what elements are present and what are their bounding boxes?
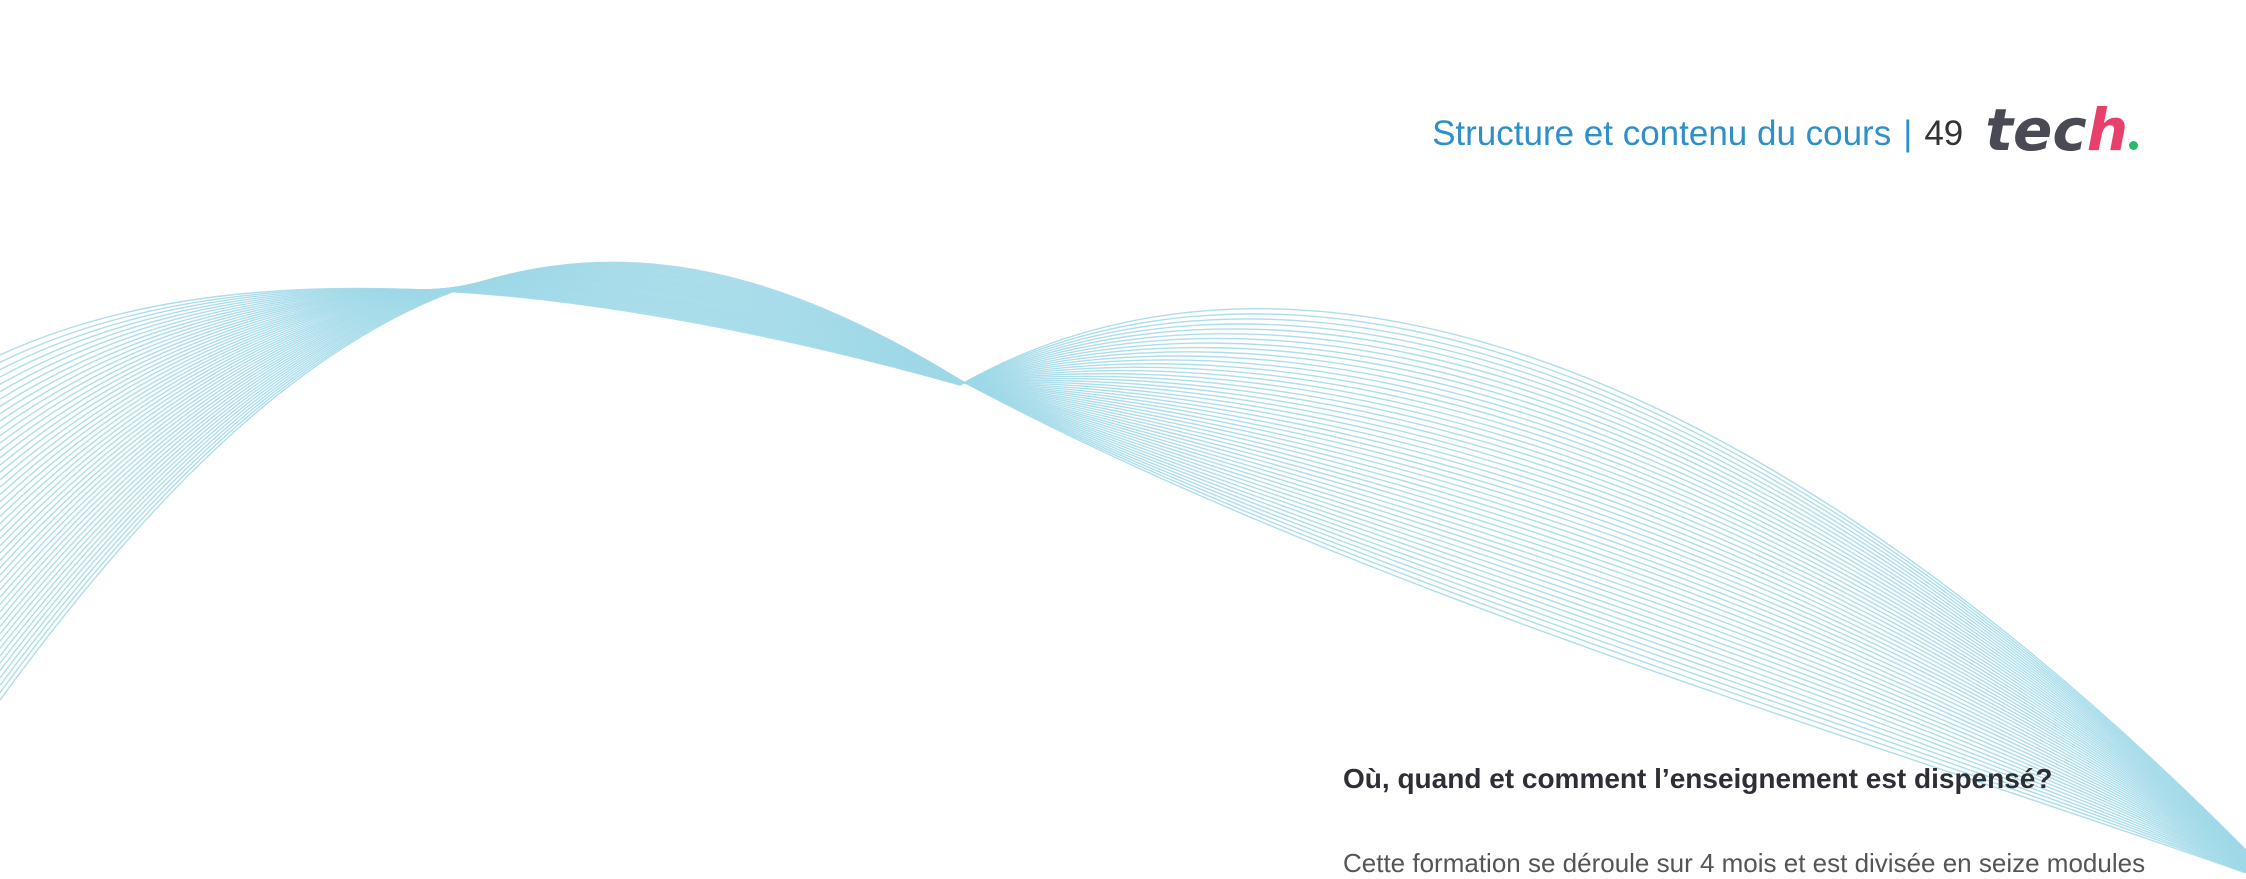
wave-line — [0, 284, 2246, 860]
section-question-heading: Où, quand et comment l’enseignement est … — [1343, 763, 2053, 794]
wave-line — [0, 287, 2246, 857]
page-number: 49 — [1924, 114, 1964, 153]
wave-line — [0, 287, 2246, 857]
wave-line — [0, 289, 2246, 853]
wave-line — [0, 286, 2246, 858]
wave-line — [0, 285, 2246, 859]
wave-line — [0, 287, 2246, 851]
wave-line — [0, 286, 2246, 858]
logo-dot — [2129, 141, 2138, 150]
logo-text-main: tec — [1985, 96, 2087, 164]
wave-line — [0, 285, 2246, 859]
wave-line — [0, 288, 2246, 852]
wave-line — [0, 288, 2246, 856]
wave-line — [0, 288, 2246, 851]
wave-line — [0, 289, 2246, 853]
wave-line — [0, 289, 2246, 854]
header-separator: | — [1903, 114, 1913, 153]
logo-text-end: h — [2086, 96, 2128, 164]
wave-line — [0, 288, 2246, 852]
section-title: Structure et contenu du cours — [1432, 114, 1892, 153]
body-paragraph: Cette formation se déroule sur 4 mois et… — [1343, 848, 2146, 878]
wave-line — [0, 289, 2246, 854]
wave-line — [0, 288, 2246, 856]
page-header: Structure et contenu du cours | 49 tech — [1432, 101, 2138, 164]
wave-line — [0, 288, 2246, 855]
tech-logo: tech — [1985, 101, 2138, 159]
wave-line — [0, 288, 2246, 855]
